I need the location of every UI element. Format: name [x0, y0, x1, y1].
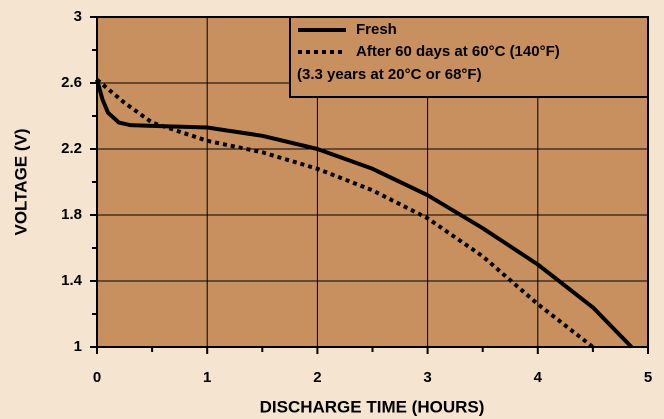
y-tick-label: 1	[74, 338, 82, 355]
series-line	[95, 78, 595, 349]
legend-box	[289, 16, 649, 98]
y-tick-label: 1.4	[61, 272, 83, 289]
legend-note: (3.3 years at 20°C or 68°F)	[297, 66, 482, 83]
x-tick-label: 2	[313, 369, 321, 386]
x-tick-label: 0	[93, 369, 101, 386]
x-tick-label: 4	[534, 369, 543, 386]
x-axis-title: DISCHARGE TIME (HOURS)	[260, 397, 485, 416]
legend: Fresh After 60 days at 60°C (140°F) (3.3 y…	[289, 16, 649, 98]
y-tick-label: 1.8	[61, 206, 82, 223]
y-axis-title: VOLTAGE (V)	[11, 128, 30, 235]
series-line	[95, 79, 633, 349]
x-tick-label: 1	[203, 369, 211, 386]
y-tick-label: 3	[74, 8, 82, 25]
x-tick-label: 5	[644, 369, 652, 386]
legend-label: Fresh	[356, 21, 397, 38]
lines	[95, 78, 633, 349]
x-tick-label: 3	[423, 369, 431, 386]
y-tick-label: 2.2	[61, 140, 82, 157]
legend-label: After 60 days at 60°C (140°F)	[356, 43, 560, 60]
y-tick-label: 2.6	[61, 74, 82, 91]
